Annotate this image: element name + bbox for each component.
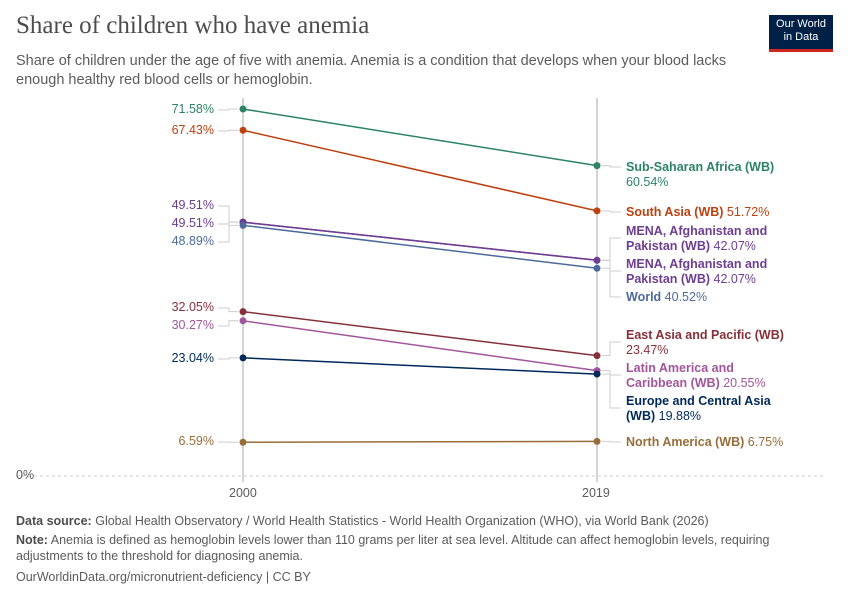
left-label-connector	[218, 221, 238, 225]
value-label-2019: 6.75%	[744, 435, 784, 449]
series-label: South Asia (WB) 51.72%	[626, 205, 794, 220]
series-label: World 40.52%	[626, 290, 794, 305]
value-label-2019: 23.47%	[626, 342, 669, 357]
source-text: Global Health Observatory / World Health…	[95, 514, 709, 528]
x-tick-2019: 2019	[582, 486, 610, 500]
series-line	[242, 221, 598, 262]
right-label-connector	[602, 165, 621, 168]
series-name: World	[626, 290, 662, 304]
point-2019	[593, 352, 601, 360]
owid-logo[interactable]: Our World in Data	[769, 15, 833, 52]
left-label-connector	[218, 320, 238, 327]
right-label-connector	[602, 267, 621, 298]
series-line	[242, 129, 598, 212]
point-2000	[239, 308, 247, 316]
note-label: Note:	[16, 533, 48, 547]
series-line	[242, 108, 598, 167]
point-2000	[239, 126, 247, 134]
right-label-connector	[602, 210, 621, 213]
series-label: Sub-Saharan Africa (WB) 60.54%	[626, 160, 794, 189]
point-2000	[239, 221, 247, 229]
left-label-connector	[218, 129, 238, 132]
right-label-connector	[602, 440, 621, 443]
x-tick-2000: 2000	[229, 486, 257, 500]
right-label-connector	[602, 370, 621, 376]
series-name: Sub-Saharan Africa (WB)	[626, 160, 775, 174]
value-label-2000: 32.05%	[171, 300, 214, 314]
value-label-2000: 71.58%	[171, 102, 214, 116]
value-label-2019: 40.52%	[661, 290, 708, 304]
series-name: South Asia (WB)	[626, 205, 724, 219]
left-label-connector	[218, 205, 238, 223]
series-label: Europe and Central Asia (WB) 19.88%	[626, 394, 794, 423]
series-name: East Asia and Pacific (WB)	[626, 328, 784, 342]
point-2019	[593, 370, 601, 378]
note-text: Anemia is defined as hemoglobin levels l…	[16, 533, 770, 563]
series-label: Latin America and Caribbean (WB) 20.55%	[626, 361, 794, 390]
point-2019	[593, 162, 601, 170]
point-2019	[593, 264, 601, 272]
right-label-connector	[602, 237, 621, 261]
left-label-connector	[218, 108, 238, 111]
value-label-2000: 23.04%	[171, 351, 214, 365]
point-2019	[593, 437, 601, 445]
logo-line2: in Data	[783, 30, 819, 43]
subtitle: Share of children under the age of five …	[16, 53, 727, 88]
series-name: MENA, Afghanistan and Pakistan (WB)	[626, 257, 768, 286]
right-label-connector	[602, 259, 621, 272]
y-tick-0: 0%	[16, 468, 35, 482]
left-label-connector	[218, 307, 238, 313]
value-label-2019: 42.07%	[710, 238, 756, 253]
value-label-2000: 67.43%	[171, 123, 214, 137]
series-line	[242, 320, 598, 372]
series-name: North America (WB)	[626, 435, 745, 449]
value-label-2000: 49.51%	[171, 216, 214, 230]
value-label-2019: 60.54%	[626, 174, 669, 189]
point-2019	[593, 207, 601, 215]
series-label: MENA, Afghanistan and Pakistan (WB) 42.0…	[626, 257, 794, 286]
point-2000	[239, 438, 247, 446]
source-url[interactable]: OurWorldinData.org/micronutrient-deficie…	[16, 570, 311, 584]
point-2000	[239, 354, 247, 362]
point-2000	[239, 105, 247, 113]
value-label-2019: 19.88%	[655, 408, 702, 423]
series-line	[242, 357, 598, 375]
series-line	[242, 224, 598, 269]
point-2000	[239, 317, 247, 325]
data-source: Data source: Global Health Observatory /…	[16, 513, 816, 529]
value-label-2019: 51.72%	[723, 205, 770, 219]
page-title: Share of children who have anemia	[16, 12, 370, 39]
value-label-2000: 48.89%	[171, 234, 214, 248]
right-label-connector	[602, 373, 621, 409]
series-label: North America (WB) 6.75%	[626, 435, 794, 450]
value-label-2000: 49.51%	[171, 198, 214, 212]
left-label-connector	[218, 224, 238, 243]
series-line	[242, 440, 598, 443]
left-label-connector	[218, 357, 238, 360]
logo-line1: Our World	[776, 18, 826, 30]
series-line	[242, 310, 598, 357]
series-label: MENA, Afghanistan and Pakistan (WB) 42.0…	[626, 224, 794, 253]
point-2019	[593, 256, 601, 264]
series-name: MENA, Afghanistan and Pakistan (WB)	[626, 224, 768, 253]
series-label: East Asia and Pacific (WB) 23.47%	[626, 328, 794, 357]
series-name: Latin America and Caribbean (WB)	[626, 361, 734, 390]
value-label-2000: 6.59%	[178, 434, 214, 448]
series-name: Europe and Central Asia (WB)	[626, 394, 771, 423]
value-label-2019: 42.07%	[710, 271, 756, 286]
source-label: Data source:	[16, 514, 92, 528]
note: Note: Anemia is defined as hemoglobin le…	[16, 532, 816, 564]
value-label-2000: 30.27%	[171, 318, 214, 332]
right-label-connector	[602, 341, 621, 357]
value-label-2019: 20.55%	[719, 375, 766, 390]
